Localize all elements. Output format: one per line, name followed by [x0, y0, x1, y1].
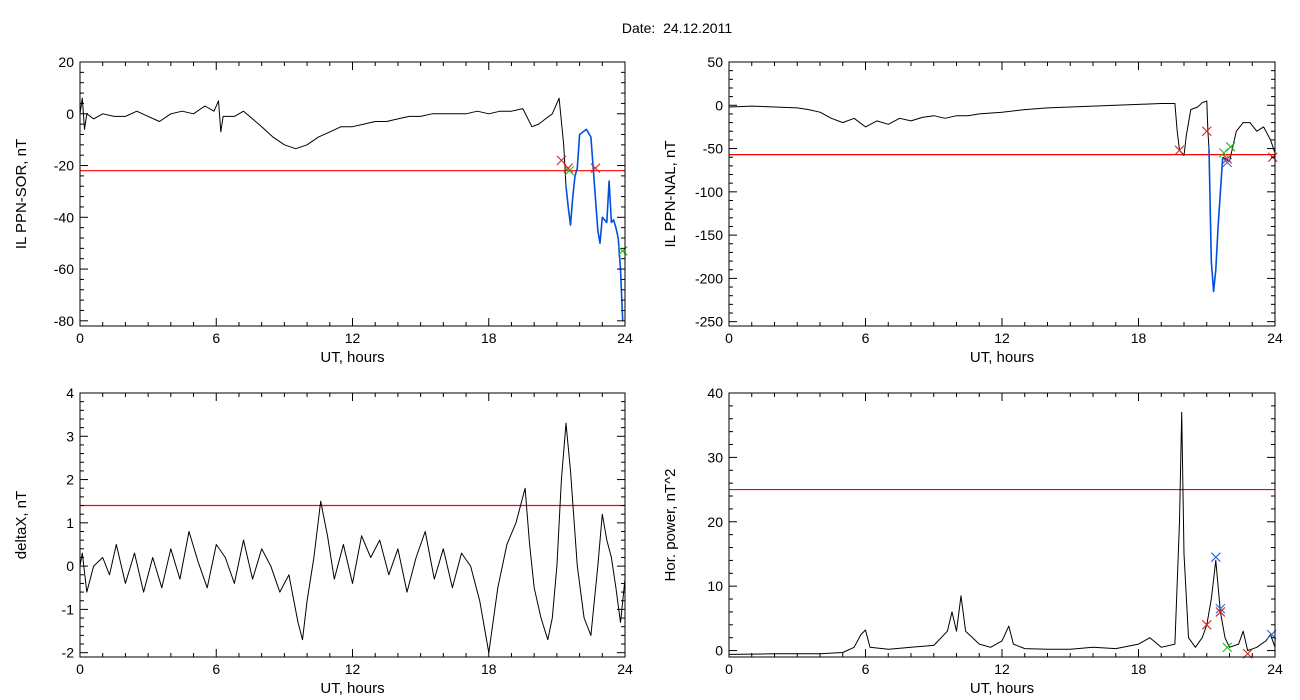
plot-frame: [728, 392, 1276, 658]
plot-frame: [79, 392, 626, 658]
x-tick-label: 0: [725, 661, 733, 677]
y-tick-label: -1: [62, 601, 75, 617]
y-tick-label: -20: [54, 158, 74, 174]
y-tick-label: -200: [695, 270, 723, 286]
x-axis-label: UT, hours: [970, 680, 1034, 697]
y-tick-label: 20: [707, 514, 723, 530]
series-line-1: [565, 128, 624, 321]
y-tick-label: 4: [66, 385, 74, 401]
x-tick-label: 6: [862, 661, 870, 677]
panel-top-left: 0 6 12 18 24 20 0 -20 -40 -60 -80 UT, hours IL PPN-S…: [13, 54, 633, 366]
y-tick-label: 0: [715, 97, 723, 113]
event-marker: [1201, 126, 1212, 137]
x-tick-label: 24: [617, 330, 633, 346]
figure-title: Date: 24.12.2011: [621, 20, 733, 36]
x-tick-label: 0: [725, 330, 733, 346]
y-tick-label: -250: [695, 314, 723, 330]
series-line-0: [728, 411, 1276, 655]
event-marker: [1222, 642, 1233, 653]
event-marker: [556, 155, 567, 166]
event-marker: [590, 163, 601, 174]
y-tick-label: -80: [54, 313, 74, 329]
event-marker: [1225, 141, 1236, 152]
y-tick-label: -60: [54, 261, 74, 277]
event-marker: [1210, 552, 1221, 563]
y-axis-label: Hor. power, nT^2: [662, 469, 679, 582]
event-marker: [1201, 619, 1212, 630]
y-axis-label: deltaX, nT: [13, 491, 30, 559]
event-marker: [1215, 603, 1226, 614]
event-marker: [1222, 154, 1233, 164]
x-tick-label: 18: [1131, 661, 1147, 677]
y-tick-label: 10: [707, 578, 723, 594]
plot-frame: [728, 61, 1276, 327]
y-tick-label: -150: [695, 227, 723, 243]
plot-frame: [79, 61, 626, 327]
x-tick-label: 12: [345, 330, 361, 346]
y-tick-label: 50: [707, 54, 723, 70]
x-tick-label: 0: [76, 330, 84, 346]
panel-bottom-right: 0 6 12 18 24 40 30 20 10 0 UT, hours Hor. power, nT…: [662, 385, 1283, 697]
x-tick-label: 0: [76, 661, 84, 677]
x-tick-label: 18: [1131, 330, 1147, 346]
y-tick-label: 2: [66, 472, 74, 488]
x-axis-label: UT, hours: [970, 349, 1034, 366]
series-line-1: [1208, 148, 1224, 293]
event-marker: [1174, 145, 1185, 156]
y-tick-label: 1: [66, 515, 74, 531]
x-tick-label: 24: [1267, 661, 1283, 677]
event-marker: [617, 246, 628, 256]
event-marker: [564, 165, 575, 176]
y-axis-label: IL PPN-SOR, nT: [13, 139, 30, 249]
event-marker: [1215, 607, 1226, 617]
x-tick-label: 12: [994, 330, 1010, 346]
y-tick-label: -50: [703, 141, 723, 157]
event-marker: [1222, 157, 1233, 168]
x-tick-label: 6: [212, 330, 220, 346]
x-tick-label: 18: [481, 661, 497, 677]
y-tick-label: 20: [58, 54, 74, 70]
x-tick-label: 6: [212, 661, 220, 677]
x-tick-label: 24: [1267, 330, 1283, 346]
y-tick-label: 0: [66, 558, 74, 574]
series-line-2: [1222, 122, 1276, 162]
x-tick-label: 12: [345, 661, 361, 677]
event-marker: [563, 163, 574, 174]
series-line-0: [79, 97, 567, 187]
series-line-0: [728, 100, 1210, 156]
series-line-0: [79, 422, 626, 654]
x-tick-label: 12: [994, 661, 1010, 677]
panel-bottom-left: 0 6 12 18 24 4 3 2 1 0 -1 -2 UT, hours deltaX, nT: [13, 385, 633, 697]
y-tick-label: -40: [54, 209, 74, 225]
y-tick-label: 0: [66, 106, 74, 122]
x-axis-label: UT, hours: [320, 680, 384, 697]
y-tick-label: 30: [707, 449, 723, 465]
y-tick-label: 0: [715, 643, 723, 659]
x-tick-label: 18: [481, 330, 497, 346]
x-axis-label: UT, hours: [320, 349, 384, 366]
panel-top-right: 0 6 12 18 24 50 0 -50 -100 -150 -200 -250 UT, hours I…: [662, 54, 1283, 366]
y-tick-label: -2: [62, 645, 75, 661]
y-axis-label: IL PPN-NAL, nT: [662, 141, 679, 248]
y-tick-label: -100: [695, 184, 723, 200]
x-tick-label: 6: [862, 330, 870, 346]
y-tick-label: 3: [66, 428, 74, 444]
y-tick-label: 40: [707, 385, 723, 401]
x-tick-label: 24: [617, 661, 633, 677]
